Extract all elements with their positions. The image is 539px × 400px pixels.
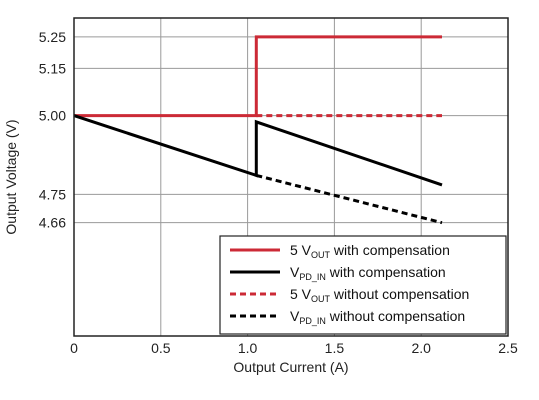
plot-frame [73,17,509,337]
x-tick-label: 0 [70,340,78,356]
x-tick-label: 1.5 [325,340,345,356]
y-tick-label: 5.00 [39,108,66,124]
x-tick-label: 2.5 [498,340,518,356]
y-tick-label: 5.15 [39,60,66,76]
y-tick-label: 4.75 [39,186,66,202]
x-axis-label: Output Current (A) [233,359,348,375]
legend: 5 VOUT with compensation VPD_IN with comp… [219,235,507,335]
series-layer [73,35,443,225]
legend-label-2: VPD_IN with compensation [290,264,446,282]
legend-label-3: 5 VOUT without compensation [290,286,469,304]
x-tick-label: 1.0 [238,340,258,356]
y-axis-label: Output Voltage (V) [3,119,19,234]
tick-labels: 0 0.5 1.0 1.5 2.0 2.5 5.25 5.15 5.00 4.75 4.66 [39,29,518,356]
x-tick-label: 2.0 [411,340,431,356]
legend-label-1: 5 VOUT with compensation [290,242,450,260]
series-line-4 [255,173,443,225]
series-line-2 [73,114,443,187]
y-tick-label: 4.66 [39,215,66,231]
y-tick-label: 5.25 [39,29,66,45]
series-line-1 [74,35,442,118]
legend-label-4: VPD_IN without compensation [290,308,465,326]
x-tick-label: 0.5 [151,340,171,356]
legend-box [219,235,507,335]
